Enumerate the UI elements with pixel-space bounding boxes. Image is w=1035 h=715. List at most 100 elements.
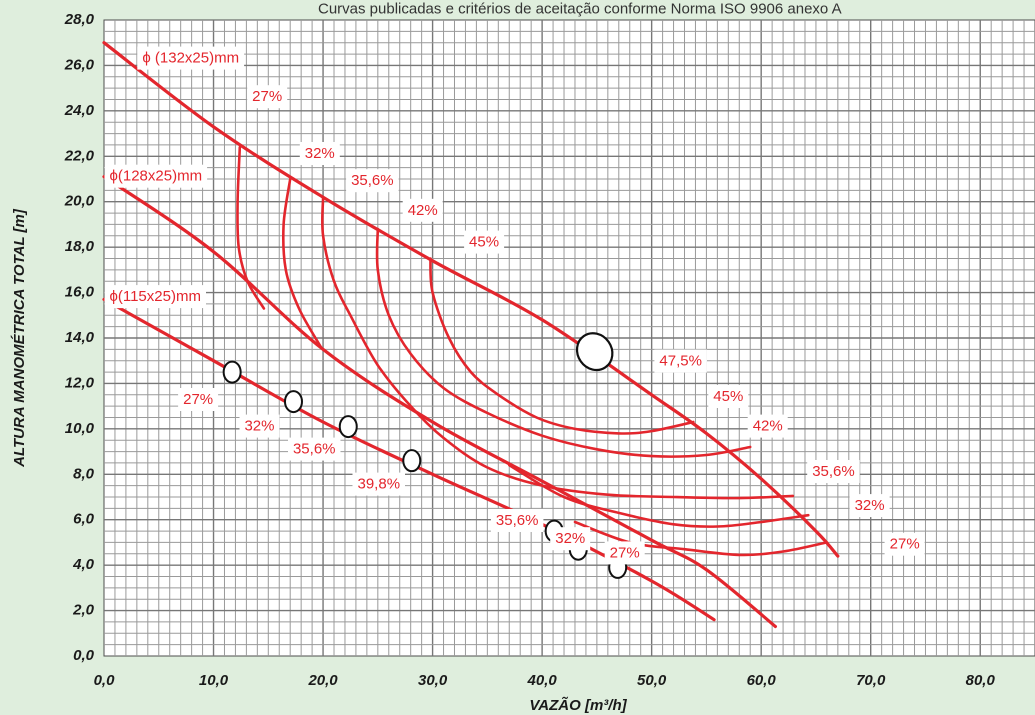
y-tick-labels: 0,0 2,0 4,0 6,0 8,0 10,0 12,0 14,0 16,0 18,0 20,0 2… <box>64 11 95 664</box>
efficiency-label-group: 45% <box>464 230 505 254</box>
y-tick-label: 0,0 <box>73 647 95 664</box>
x-tick-label: 0,0 <box>94 672 116 689</box>
x-tick-label: 80,0 <box>966 672 996 689</box>
y-tick-label: 8,0 <box>73 465 95 482</box>
efficiency-label-group: 35,6% <box>346 169 399 193</box>
efficiency-label-group: 42% <box>402 198 443 222</box>
test-point-label-background <box>239 414 280 438</box>
y-tick-label: 6,0 <box>73 511 95 528</box>
x-tick-label: 50,0 <box>637 672 667 689</box>
y-tick-label: 24,0 <box>64 102 95 119</box>
test-point-label-group: 39,8% <box>352 472 405 496</box>
test-point-label-background <box>178 388 219 411</box>
x-tick-label: 20,0 <box>307 672 338 689</box>
x-tick-label: 70,0 <box>856 672 886 689</box>
test-point-label-group: 27% <box>604 541 645 565</box>
efficiency-label: 35,6% <box>812 463 855 480</box>
impeller-curve-line <box>102 175 777 629</box>
efficiency-curve-line <box>573 520 829 557</box>
test-point-label-background <box>490 509 544 532</box>
x-tick-label: 40,0 <box>527 672 558 689</box>
impeller-curve-label-group: ϕ(128x25)mm <box>104 164 208 188</box>
efficiency-curve-line <box>375 227 752 458</box>
efficiency-label-background <box>747 414 788 438</box>
impeller-curve-label-background <box>104 285 206 309</box>
y-tick-label: 2,0 <box>72 602 95 619</box>
efficiency-label-group: 32% <box>849 494 890 518</box>
test-point-marker <box>338 415 358 439</box>
test-point-label-group: 32% <box>550 527 591 551</box>
efficiency-curve-line <box>320 195 795 500</box>
test-point-label: 27% <box>183 391 213 408</box>
test-point-label: 35,6% <box>496 512 539 529</box>
y-tick-label: 20,0 <box>64 193 95 210</box>
y-tick-label: 14,0 <box>65 329 95 346</box>
test-point-label-background <box>550 527 591 551</box>
efficiency-label: 35,6% <box>351 172 394 189</box>
test-point-label-group: 35,6% <box>490 509 544 532</box>
impeller-curve-label-background <box>137 46 245 70</box>
y-tick-label: 16,0 <box>65 284 95 301</box>
x-tick-labels: 0,0 10,0 20,0 30,0 40,0 50,0 60,0 70,0 80,0 <box>94 672 996 689</box>
y-tick-label: 12,0 <box>65 374 95 391</box>
efficiency-label: 45% <box>469 234 499 251</box>
efficiency-curve-line <box>429 257 695 435</box>
y-tick-label: 22,0 <box>64 147 95 164</box>
efficiency-label-group: 32% <box>299 142 340 165</box>
curve-labels: ϕ (132x25)mm ϕ(128x25)mm ϕ(115x25)mm 27% 32%… <box>104 46 925 565</box>
test-point-label: 39,8% <box>358 476 401 493</box>
efficiency-label-background <box>247 85 288 109</box>
impeller-curve-label-background <box>104 164 208 188</box>
test-point-label: 32% <box>555 530 585 547</box>
efficiency-label: 32% <box>855 497 885 514</box>
test-point-label-background <box>352 472 405 496</box>
efficiency-label: 45% <box>713 388 743 405</box>
efficiency-label-group: 35,6% <box>807 460 860 483</box>
efficiency-label-background <box>402 198 443 222</box>
test-point-label: 27% <box>610 544 640 561</box>
efficiency-label-background <box>884 532 925 556</box>
test-point-marker <box>222 360 242 384</box>
test-point-label-background <box>288 437 341 461</box>
y-axis-label: ALTURA MANOMÉTRICA TOTAL [m] <box>11 208 28 468</box>
efficiency-label-background <box>849 494 890 518</box>
efficiency-label: 42% <box>753 418 783 435</box>
efficiency-curve-line <box>281 177 323 349</box>
impeller-curve-label: ϕ(115x25)mm <box>109 288 200 305</box>
chart-subtitle: Curvas publicadas e critérios de aceitaç… <box>318 0 842 17</box>
x-tick-label: 60,0 <box>747 672 777 689</box>
efficiency-label-background <box>299 142 340 165</box>
test-point-marker <box>402 449 422 473</box>
bep-label-group: 47,5% <box>654 349 707 373</box>
y-tick-label: 28,0 <box>64 11 95 28</box>
efficiency-label-group: 45% <box>708 385 749 408</box>
test-point-label: 32% <box>244 418 274 435</box>
y-tick-label: 26,0 <box>64 56 95 73</box>
bep-label: 47,5% <box>659 353 702 370</box>
efficiency-label-group: 42% <box>747 414 788 438</box>
test-point-label-group: 27% <box>178 388 219 411</box>
impeller-curve-label-group: ϕ(115x25)mm <box>104 285 206 309</box>
test-point-label: 35,6% <box>293 441 336 458</box>
efficiency-label: 27% <box>890 536 920 553</box>
efficiency-label: 42% <box>408 202 438 219</box>
efficiency-label-background <box>346 169 399 193</box>
impeller-curve-line <box>102 41 840 558</box>
test-point-label-group: 35,6% <box>288 437 341 461</box>
impeller-curve-label: ϕ(128x25)mm <box>109 168 202 185</box>
efficiency-label: 27% <box>252 88 282 105</box>
efficiency-curve-line <box>508 463 810 528</box>
test-point-label-group: 32% <box>239 414 280 438</box>
test-point-marker <box>283 390 303 414</box>
curves <box>102 41 840 629</box>
bep-label-background <box>654 349 707 373</box>
y-tick-label: 4,0 <box>72 556 95 573</box>
impeller-curve-label: ϕ (132x25)mm <box>142 50 239 67</box>
x-axis-label: VAZÃO [m³/h] <box>529 696 627 714</box>
efficiency-label-group: 27% <box>884 532 925 556</box>
x-tick-label: 30,0 <box>418 672 448 689</box>
efficiency-label-group: 27% <box>247 85 288 109</box>
impeller-curve-line <box>102 297 716 622</box>
y-tick-label: 18,0 <box>65 238 95 255</box>
